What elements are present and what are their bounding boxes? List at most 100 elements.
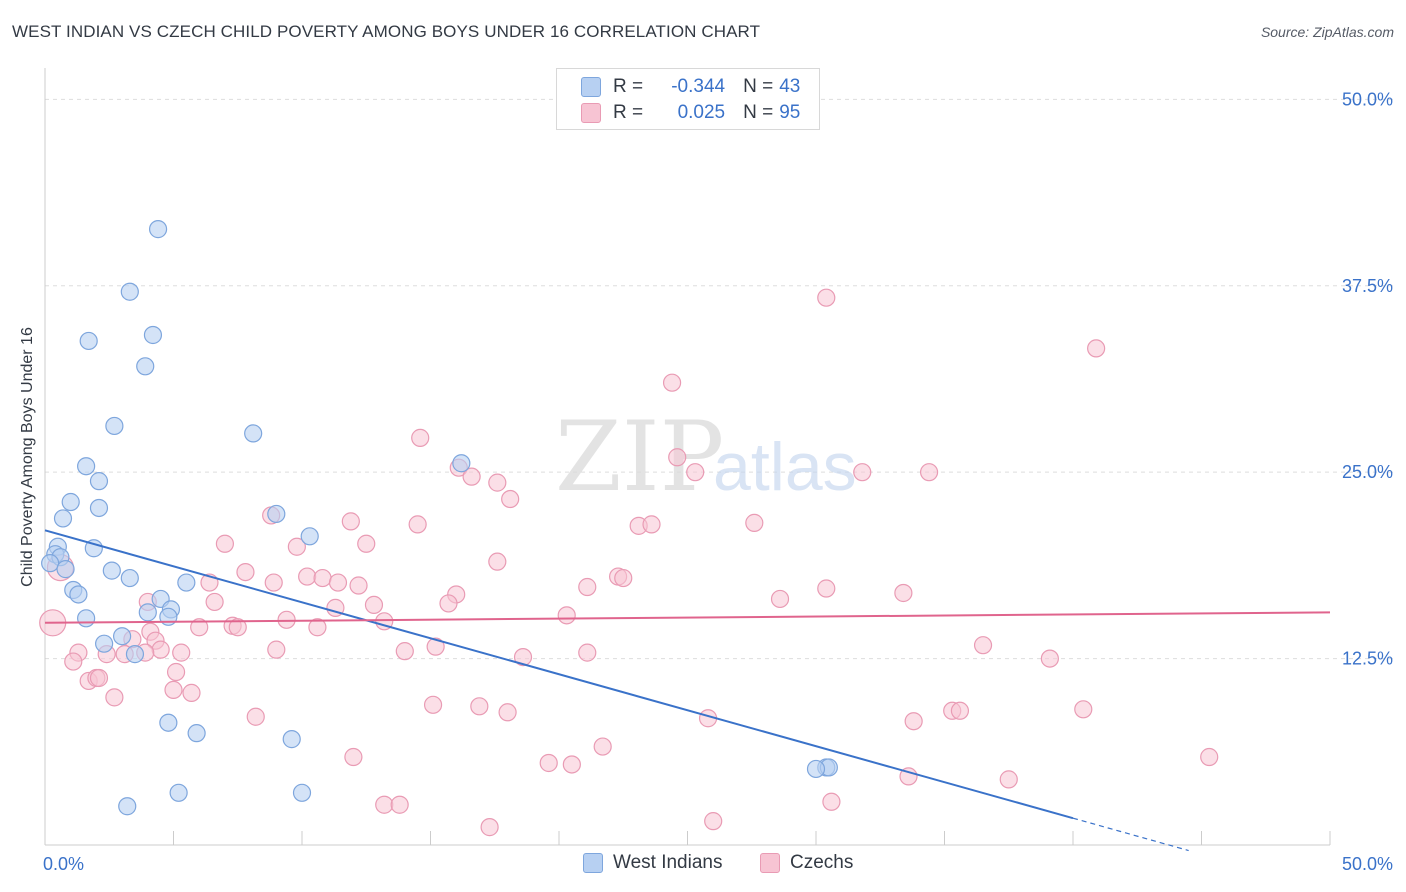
czech-point[interactable] bbox=[172, 643, 191, 662]
czech-point[interactable] bbox=[822, 792, 841, 811]
czech-point[interactable] bbox=[704, 812, 723, 831]
czech-point[interactable] bbox=[1040, 649, 1059, 668]
czech-point[interactable] bbox=[246, 707, 265, 726]
czech-point[interactable] bbox=[480, 818, 499, 837]
west-indian-point[interactable] bbox=[79, 331, 98, 351]
czech-point[interactable] bbox=[308, 618, 327, 637]
czech-point[interactable] bbox=[919, 463, 939, 482]
czech-point[interactable] bbox=[344, 747, 363, 767]
czech-point[interactable] bbox=[364, 595, 384, 615]
czech-point[interactable] bbox=[498, 703, 517, 722]
czech-point[interactable] bbox=[513, 648, 533, 667]
west-indian-point[interactable] bbox=[125, 645, 145, 664]
czech-point[interactable] bbox=[578, 577, 597, 597]
czech-point[interactable] bbox=[439, 594, 458, 613]
czech-point[interactable] bbox=[470, 697, 489, 716]
west-indian-point[interactable] bbox=[452, 454, 471, 473]
czech-point[interactable] bbox=[904, 712, 923, 731]
west-indian-point[interactable] bbox=[120, 282, 139, 301]
czech-point[interactable] bbox=[264, 573, 283, 592]
czech-point[interactable] bbox=[562, 755, 581, 774]
czech-point[interactable] bbox=[164, 680, 183, 700]
west-indian-point[interactable] bbox=[77, 609, 96, 628]
czech-point[interactable] bbox=[395, 642, 414, 661]
czech-point[interactable] bbox=[899, 767, 918, 786]
czech-point[interactable] bbox=[593, 737, 612, 756]
west-indian-point[interactable] bbox=[102, 561, 121, 580]
west-indian-point[interactable] bbox=[118, 797, 137, 816]
czech-point[interactable] bbox=[668, 448, 687, 467]
czech-point[interactable] bbox=[462, 467, 481, 486]
czech-point[interactable] bbox=[64, 652, 83, 671]
czech-point[interactable] bbox=[642, 515, 661, 534]
czech-point[interactable] bbox=[313, 568, 332, 588]
west-indian-point[interactable] bbox=[69, 585, 88, 604]
west-indian-point[interactable] bbox=[84, 539, 103, 558]
czech-point[interactable] bbox=[973, 636, 993, 655]
west-indian-point[interactable] bbox=[53, 509, 73, 528]
czech-point[interactable] bbox=[894, 583, 913, 603]
czech-point[interactable] bbox=[426, 637, 445, 656]
west-indian-point[interactable] bbox=[159, 713, 178, 732]
czech-point[interactable] bbox=[166, 662, 186, 682]
czech-point[interactable] bbox=[215, 534, 234, 553]
west-indian-point[interactable] bbox=[41, 554, 60, 573]
west-indian-point[interactable] bbox=[282, 730, 301, 749]
czech-point[interactable] bbox=[999, 770, 1018, 789]
czech-point[interactable] bbox=[236, 562, 255, 582]
west-indian-point[interactable] bbox=[292, 783, 312, 802]
west-indian-point[interactable] bbox=[89, 498, 109, 518]
west-indian-point[interactable] bbox=[148, 220, 168, 239]
czech-point[interactable] bbox=[488, 473, 507, 492]
west-indian-point[interactable] bbox=[89, 472, 109, 491]
west-indian-point[interactable] bbox=[56, 560, 75, 579]
czech-point[interactable] bbox=[228, 618, 247, 637]
west-indian-point[interactable] bbox=[138, 603, 157, 622]
czech-point[interactable] bbox=[488, 552, 507, 571]
bottom-legend-czechs[interactable]: Czechs bbox=[760, 852, 853, 874]
west-indian-point[interactable] bbox=[169, 783, 188, 802]
west-indian-point[interactable] bbox=[112, 627, 132, 646]
czech-point[interactable] bbox=[557, 606, 576, 625]
czech-point[interactable] bbox=[423, 695, 443, 714]
czech-point[interactable] bbox=[390, 795, 409, 814]
czech-point[interactable] bbox=[1074, 700, 1093, 719]
czech-point[interactable] bbox=[151, 640, 170, 659]
czech-point[interactable] bbox=[770, 589, 790, 609]
czech-point[interactable] bbox=[287, 537, 306, 556]
czech-point[interactable] bbox=[539, 753, 558, 773]
czech-point[interactable] bbox=[662, 373, 682, 392]
czech-point[interactable] bbox=[817, 288, 836, 307]
czech-point[interactable] bbox=[267, 640, 286, 659]
czech-point[interactable] bbox=[614, 568, 633, 588]
czech-point[interactable] bbox=[1087, 339, 1106, 358]
west-indian-point[interactable] bbox=[187, 724, 206, 743]
czech-point[interactable] bbox=[745, 513, 764, 532]
czech-point[interactable] bbox=[686, 463, 705, 482]
czech-point[interactable] bbox=[341, 512, 360, 531]
czech-point[interactable] bbox=[853, 463, 872, 482]
west-indian-point[interactable] bbox=[244, 424, 263, 443]
west-indian-point[interactable] bbox=[143, 325, 163, 345]
czech-point[interactable] bbox=[298, 567, 317, 586]
czech-point[interactable] bbox=[817, 579, 836, 598]
czech-point[interactable] bbox=[408, 515, 427, 534]
czech-point[interactable] bbox=[349, 576, 368, 595]
czech-point[interactable] bbox=[375, 795, 394, 814]
czech-point[interactable] bbox=[1200, 747, 1219, 767]
west-indian-point[interactable] bbox=[95, 634, 114, 653]
west-indian-point[interactable] bbox=[61, 492, 80, 512]
czech-point[interactable] bbox=[190, 618, 209, 637]
bottom-legend-west-indians[interactable]: West Indians bbox=[583, 852, 722, 874]
czech-point[interactable] bbox=[89, 668, 109, 688]
czech-point[interactable] bbox=[182, 683, 201, 702]
czech-point[interactable] bbox=[578, 643, 597, 662]
west-indian-point[interactable] bbox=[136, 357, 155, 376]
czech-point[interactable] bbox=[357, 534, 376, 553]
west-indian-point[interactable] bbox=[105, 416, 124, 436]
czech-point[interactable] bbox=[205, 592, 224, 612]
czech-point[interactable] bbox=[501, 489, 520, 509]
czech-point[interactable] bbox=[950, 701, 970, 720]
czech-point[interactable] bbox=[411, 428, 430, 447]
west-indian-point[interactable] bbox=[300, 527, 319, 546]
